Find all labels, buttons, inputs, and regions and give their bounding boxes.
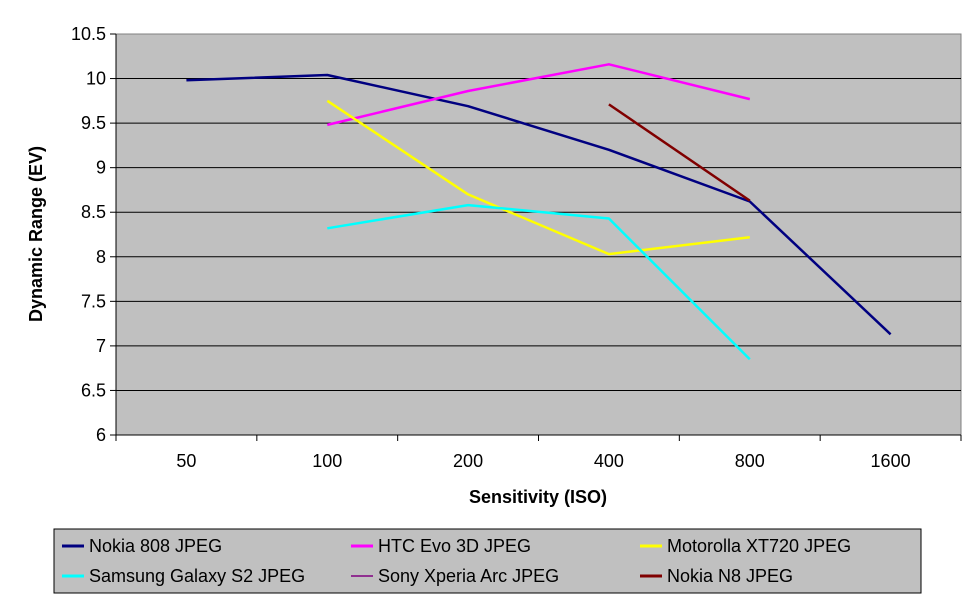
series-line-5 xyxy=(608,103,751,202)
legend-box xyxy=(53,528,922,594)
y-axis-ticks: 6 6.5 7 7.5 8 8.5 9 9.5 10 10.5 xyxy=(71,24,117,445)
series-line-0 xyxy=(186,73,892,336)
y-tick-label: 6 xyxy=(96,425,106,445)
series-lines xyxy=(186,63,892,361)
series-line-3 xyxy=(327,203,751,361)
x-tick-label: 1600 xyxy=(871,451,911,471)
x-tick-label: 50 xyxy=(176,451,196,471)
y-tick-label: 6.5 xyxy=(81,380,106,400)
legend-label: Sony Xperia Arc JPEG xyxy=(378,566,559,586)
series-line-2 xyxy=(326,99,750,256)
legend-label: Nokia 808 JPEG xyxy=(89,536,222,556)
legend-label: Nokia N8 JPEG xyxy=(667,566,793,586)
y-axis-title: Dynamic Range (EV) xyxy=(26,146,46,322)
y-tick-label: 8.5 xyxy=(81,202,106,222)
x-tick-label: 200 xyxy=(453,451,483,471)
y-tick-label: 7 xyxy=(96,336,106,356)
x-tick-label: 400 xyxy=(594,451,624,471)
x-axis-ticks: 50 100 200 400 800 1600 xyxy=(115,434,962,471)
legend-label: Samsung Galaxy S2 JPEG xyxy=(89,566,305,586)
legend: Nokia 808 JPEG HTC Evo 3D JPEG Motorolla X… xyxy=(53,528,922,594)
series-line-1 xyxy=(327,63,751,127)
y-tick-label: 8 xyxy=(96,247,106,267)
y-tick-label: 10.5 xyxy=(71,24,106,44)
legend-label: Motorolla XT720 JPEG xyxy=(667,536,851,556)
x-axis-title: Sensitivity (ISO) xyxy=(469,487,607,507)
y-tick-label: 10 xyxy=(86,69,106,89)
y-tick-label: 9.5 xyxy=(81,113,106,133)
plot-area xyxy=(115,33,962,436)
x-tick-label: 100 xyxy=(312,451,342,471)
legend-label: HTC Evo 3D JPEG xyxy=(378,536,531,556)
x-tick-label: 800 xyxy=(735,451,765,471)
y-tick-label: 7.5 xyxy=(81,291,106,311)
y-tick-label: 9 xyxy=(96,158,106,178)
